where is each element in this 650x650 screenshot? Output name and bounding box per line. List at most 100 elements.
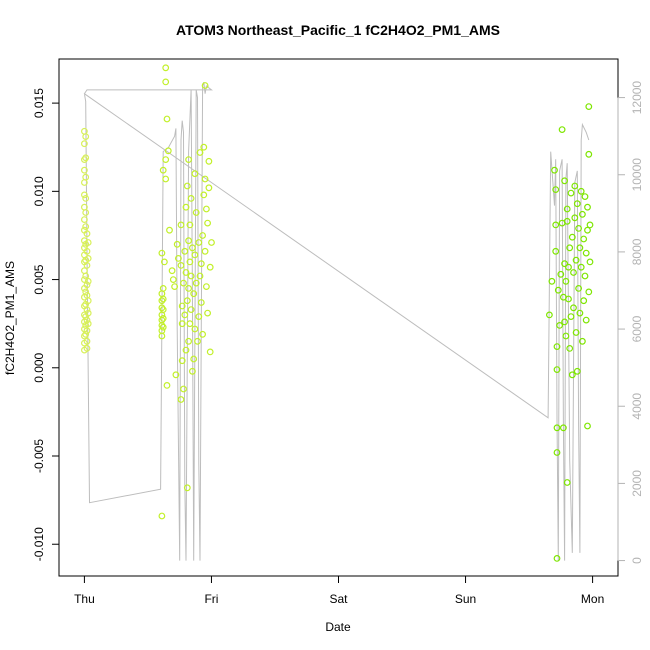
data-point	[80, 140, 88, 148]
data-point	[166, 226, 173, 234]
y2-tick-label: 4000	[630, 393, 644, 420]
data-point	[180, 279, 187, 287]
data-point	[202, 205, 210, 213]
data-point	[553, 343, 561, 351]
data-point	[171, 283, 179, 291]
x-axis-label: Date	[325, 620, 351, 634]
data-point	[187, 272, 195, 280]
data-point	[182, 346, 190, 354]
data-point	[204, 309, 212, 317]
data-point	[562, 277, 570, 285]
data-point	[84, 309, 92, 317]
data-point	[548, 277, 556, 285]
data-point	[183, 182, 191, 190]
data-point	[199, 232, 207, 239]
data-point	[190, 355, 198, 363]
data-point	[186, 320, 194, 328]
data-point	[177, 221, 185, 229]
data-point	[180, 385, 187, 393]
data-point	[159, 166, 167, 174]
data-point	[552, 247, 560, 255]
data-point	[561, 177, 568, 185]
data-point	[579, 210, 586, 218]
data-point	[185, 156, 193, 164]
data-point	[84, 297, 92, 305]
data-point	[83, 327, 91, 335]
data-point	[563, 217, 571, 225]
x-axis: Thu Fri Sat Sun Mon	[74, 575, 604, 606]
data-point	[82, 223, 90, 231]
data-point	[168, 267, 176, 275]
data-point	[187, 306, 195, 314]
data-point	[563, 479, 571, 486]
data-point	[80, 237, 88, 245]
data-point	[80, 311, 88, 319]
data-point	[162, 64, 170, 72]
data-point	[580, 235, 588, 243]
data-point	[200, 191, 208, 199]
data-point	[80, 332, 88, 340]
data-point	[163, 382, 171, 389]
data-point	[557, 270, 565, 278]
data-point	[162, 78, 170, 86]
data-point	[568, 233, 576, 241]
data-point	[553, 366, 561, 374]
data-point	[553, 449, 561, 456]
y2-tick-label: 8000	[630, 238, 644, 265]
data-point	[571, 214, 579, 222]
data-point	[206, 263, 214, 271]
data-point	[566, 345, 574, 352]
data-point	[172, 371, 180, 379]
data-point	[188, 367, 196, 375]
y-tick-label: 0.000	[32, 352, 46, 382]
data-point	[201, 175, 209, 183]
data-point	[202, 283, 210, 291]
y2-tick-label: 6000	[630, 315, 644, 342]
data-point	[183, 297, 191, 305]
data-point	[206, 348, 214, 356]
data-point	[572, 256, 580, 264]
data-point	[199, 330, 207, 338]
data-point	[83, 230, 91, 238]
data-point	[195, 239, 203, 246]
data-point	[584, 422, 591, 430]
data-point	[546, 311, 553, 319]
altitude-line	[83, 81, 590, 561]
data-point	[576, 244, 584, 252]
data-point	[159, 315, 167, 322]
data-point	[80, 267, 88, 275]
data-point	[566, 244, 574, 252]
data-point	[82, 173, 90, 181]
data-point	[84, 254, 92, 262]
data-point	[584, 226, 591, 234]
data-point	[567, 189, 575, 197]
y2-tick-label: 10000	[630, 158, 644, 192]
y-axis-left: -0.010 -0.005 0.000 0.005 0.010 0.015	[32, 88, 60, 561]
data-point	[577, 263, 585, 271]
data-point	[158, 297, 166, 305]
data-point	[575, 224, 582, 232]
data-point	[201, 82, 209, 89]
y2-tick-label: 12000	[630, 81, 644, 115]
data-point	[585, 288, 593, 296]
data-point	[83, 247, 91, 255]
data-point	[558, 126, 566, 134]
data-point	[82, 154, 90, 162]
x-tick-label: Thu	[74, 592, 95, 606]
data-point	[178, 320, 186, 328]
y2-tick-label: 2000	[630, 470, 644, 497]
x-tick-label: Fri	[204, 592, 218, 606]
data-point	[158, 512, 166, 520]
data-point	[187, 194, 195, 202]
data-point	[570, 269, 577, 276]
data-point	[80, 166, 88, 174]
data-point	[162, 175, 170, 183]
data-point	[186, 221, 194, 229]
data-point	[586, 258, 594, 266]
data-point	[181, 311, 189, 319]
data-point	[579, 337, 586, 345]
data-point	[586, 221, 594, 229]
y-tick-label: 0.010	[32, 176, 46, 206]
data-point	[585, 103, 593, 110]
data-point	[204, 219, 212, 227]
